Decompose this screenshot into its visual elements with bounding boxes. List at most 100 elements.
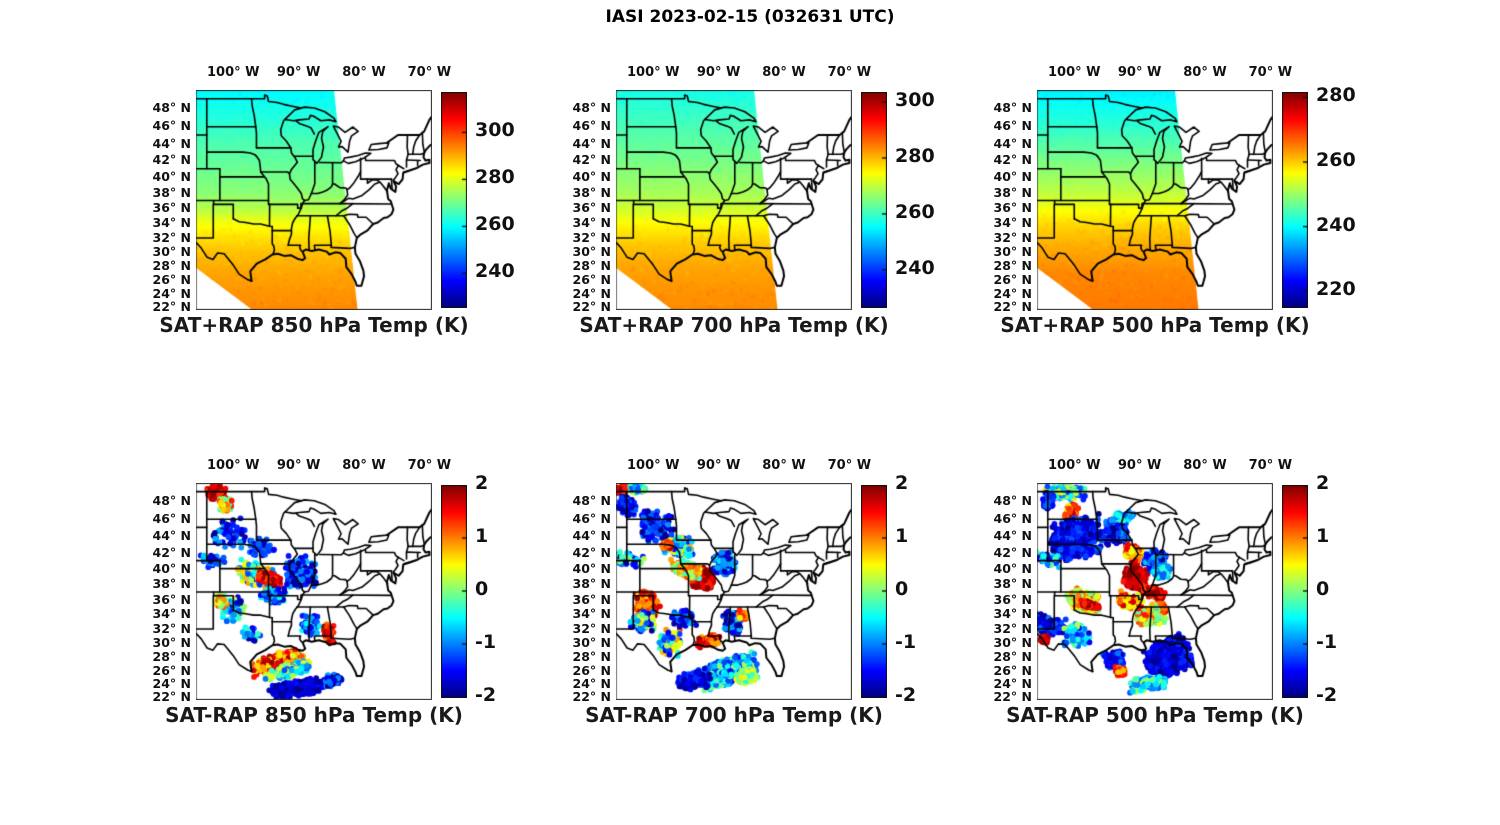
- map-canvas-3: [196, 483, 432, 700]
- lon-tick-label: 100° W: [206, 458, 260, 473]
- lat-tick-label: 42° N: [152, 152, 191, 168]
- lon-tick-label: 80° W: [342, 458, 386, 473]
- lat-tick-label: 40° N: [152, 168, 191, 184]
- colorbar-tick-label: 1: [1316, 525, 1330, 547]
- map-canvas-0: [196, 90, 432, 310]
- colorbar-tick-label: 280: [1316, 84, 1356, 107]
- lat-tick-label: 22° N: [152, 689, 191, 705]
- lat-tick-label: 46° N: [152, 118, 191, 134]
- lon-tick-label: 70° W: [827, 458, 872, 473]
- colorbar-tick-label: 0: [895, 578, 909, 600]
- colorbar-tick-label: 2: [895, 472, 909, 494]
- lat-tick-label: 22° N: [572, 689, 611, 705]
- lat-tick-label: 40° N: [993, 168, 1032, 184]
- lat-tick-label: 48° N: [993, 100, 1032, 116]
- lat-tick-label: 44° N: [993, 527, 1032, 543]
- lat-tick-label: 44° N: [572, 135, 611, 151]
- lon-tick-label: 100° W: [1047, 65, 1101, 80]
- lat-tick-label: 28° N: [993, 649, 1032, 665]
- lat-tick-label: 28° N: [993, 258, 1032, 274]
- colorbar-2: [1282, 92, 1308, 308]
- lat-tick-label: 42° N: [572, 544, 611, 560]
- panel-title-2: SAT+RAP 500 hPa Temp (K): [1000, 313, 1310, 337]
- lat-tick-label: 30° N: [152, 244, 191, 260]
- lat-tick-label: 26° N: [993, 272, 1032, 288]
- lon-tick-label: 100° W: [206, 65, 260, 80]
- figure-title: IASI 2023-02-15 (032631 UTC): [605, 7, 895, 27]
- map-canvas-5: [1037, 483, 1273, 700]
- lon-tick-label: 90° W: [696, 458, 741, 473]
- lat-tick-label: 32° N: [993, 620, 1032, 636]
- colorbar-tick-label: 240: [1316, 213, 1356, 236]
- lat-tick-label: 22° N: [993, 299, 1032, 315]
- colorbar-tick-label: 280: [895, 144, 935, 167]
- colorbar-1: [861, 92, 887, 308]
- lon-tick-label: 70° W: [1248, 65, 1293, 80]
- lon-tick-label: 70° W: [407, 458, 452, 473]
- lat-tick-label: 38° N: [572, 576, 611, 592]
- lat-tick-label: 46° N: [572, 118, 611, 134]
- lat-tick-label: 36° N: [572, 591, 611, 607]
- colorbar-tick-label: 260: [895, 200, 935, 223]
- map-canvas-2: [1037, 90, 1273, 310]
- lat-tick-label: 40° N: [572, 560, 611, 576]
- lat-tick-label: 38° N: [152, 576, 191, 592]
- lat-tick-label: 42° N: [572, 152, 611, 168]
- lat-tick-label: 46° N: [572, 510, 611, 526]
- colorbar-0: [441, 92, 467, 308]
- lon-tick-label: 100° W: [626, 65, 680, 80]
- lon-tick-label: 90° W: [276, 65, 321, 80]
- lat-tick-label: 42° N: [993, 152, 1032, 168]
- lat-tick-label: 34° N: [152, 606, 191, 622]
- lat-tick-label: 34° N: [993, 215, 1032, 231]
- lat-tick-label: 44° N: [152, 135, 191, 151]
- lat-tick-label: 36° N: [152, 200, 191, 216]
- colorbar-tick-label: -2: [1316, 684, 1338, 706]
- lon-tick-label: 80° W: [1183, 65, 1227, 80]
- lat-tick-label: 22° N: [993, 689, 1032, 705]
- lon-tick-label: 100° W: [1047, 458, 1101, 473]
- colorbar-3: [441, 485, 467, 698]
- lat-tick-label: 44° N: [993, 135, 1032, 151]
- lat-tick-label: 36° N: [993, 591, 1032, 607]
- colorbar-tick-label: -2: [475, 684, 497, 706]
- colorbar-tick-label: 260: [1316, 149, 1356, 172]
- lat-tick-label: 38° N: [993, 184, 1032, 200]
- lat-tick-label: 28° N: [572, 258, 611, 274]
- lat-tick-label: 26° N: [572, 662, 611, 678]
- lat-tick-label: 40° N: [993, 560, 1032, 576]
- lon-tick-label: 90° W: [696, 65, 741, 80]
- colorbar-tick-label: 2: [475, 472, 489, 494]
- lat-tick-label: 32° N: [993, 229, 1032, 245]
- colorbar-4: [861, 485, 887, 698]
- lat-tick-label: 32° N: [152, 620, 191, 636]
- lat-tick-label: 24° N: [152, 676, 191, 692]
- colorbar-tick-label: 240: [895, 256, 935, 279]
- colorbar-tick-label: 280: [475, 166, 515, 189]
- colorbar-tick-label: 0: [475, 578, 489, 600]
- lat-tick-label: 24° N: [993, 285, 1032, 301]
- lat-tick-label: 46° N: [993, 118, 1032, 134]
- lat-tick-label: 44° N: [572, 527, 611, 543]
- lat-tick-label: 24° N: [152, 285, 191, 301]
- lat-tick-label: 40° N: [152, 560, 191, 576]
- lat-tick-label: 24° N: [572, 285, 611, 301]
- lon-tick-label: 70° W: [1248, 458, 1293, 473]
- lat-tick-label: 48° N: [572, 492, 611, 508]
- colorbar-tick-label: 220: [1316, 278, 1356, 301]
- colorbar-tick-label: -1: [1316, 631, 1338, 653]
- colorbar-tick-label: -2: [895, 684, 917, 706]
- lat-tick-label: 26° N: [152, 662, 191, 678]
- lat-tick-label: 48° N: [152, 100, 191, 116]
- lat-tick-label: 48° N: [152, 492, 191, 508]
- lon-tick-label: 80° W: [1183, 458, 1227, 473]
- lat-tick-label: 34° N: [993, 606, 1032, 622]
- panel-title-0: SAT+RAP 850 hPa Temp (K): [159, 313, 469, 337]
- colorbar-tick-label: 2: [1316, 472, 1330, 494]
- lon-tick-label: 70° W: [827, 65, 872, 80]
- panel-title-5: SAT-RAP 500 hPa Temp (K): [1006, 703, 1304, 727]
- colorbar-tick-label: 300: [895, 89, 935, 112]
- map-canvas-1: [616, 90, 852, 310]
- colorbar-tick-label: 260: [475, 213, 515, 236]
- lat-tick-label: 48° N: [572, 100, 611, 116]
